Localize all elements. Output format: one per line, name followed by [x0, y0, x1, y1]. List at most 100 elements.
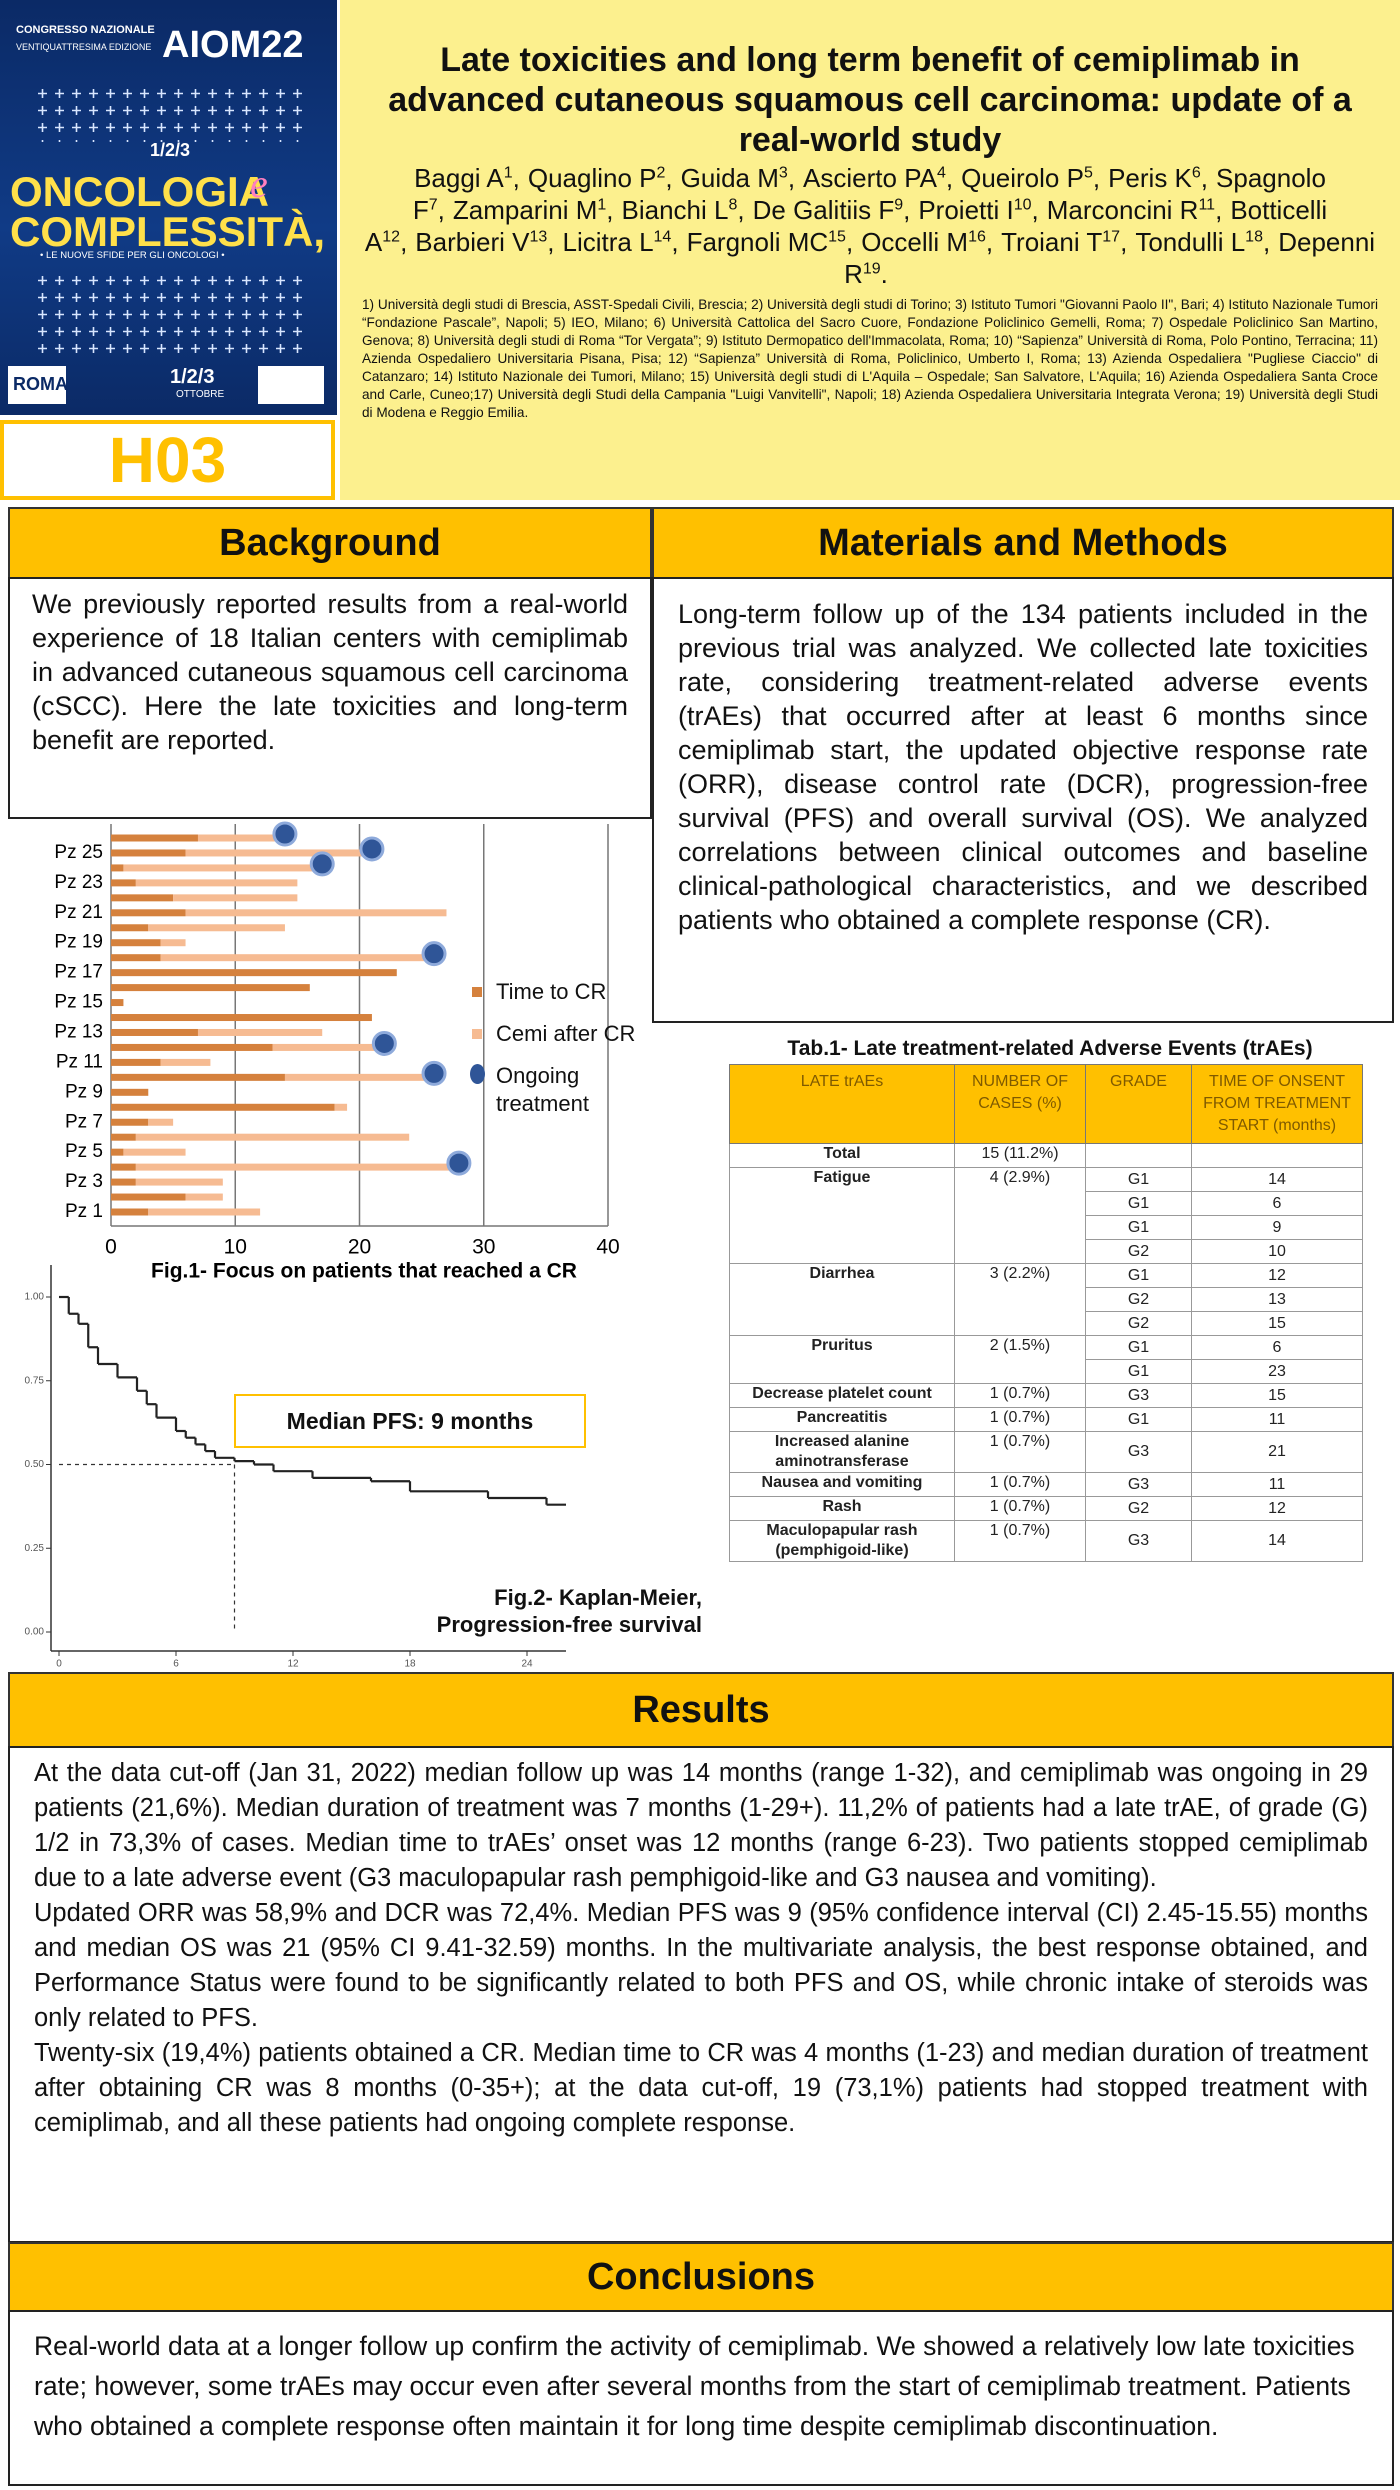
- author-name: Barbieri V: [415, 227, 530, 257]
- bar-segment: [111, 894, 174, 902]
- grade: G3: [1085, 1520, 1192, 1562]
- grade: G1: [1085, 1215, 1192, 1240]
- ongoing-marker: [371, 1030, 397, 1056]
- onset-months: 12: [1191, 1496, 1363, 1521]
- adverse-event: Fatigue: [729, 1167, 955, 1264]
- onset-months: 6: [1191, 1191, 1363, 1216]
- separator: ,: [903, 195, 911, 225]
- author-name: Occelli M: [861, 227, 969, 257]
- onset-months: 15: [1191, 1311, 1363, 1336]
- separator: ,: [1262, 227, 1271, 257]
- column-header: GRADE: [1085, 1064, 1192, 1144]
- y-tick-label: Pz 23: [54, 872, 103, 893]
- cases: 1 (0.7%): [954, 1383, 1086, 1408]
- bar-segment: [111, 1148, 124, 1156]
- ongoing-marker: [272, 821, 298, 847]
- grade: G1: [1085, 1263, 1192, 1288]
- figure-caption: Fig.2- Kaplan-Meier, Progression-free su…: [436, 1585, 702, 1637]
- bar-segment: [111, 1163, 136, 1171]
- ongoing-marker: [446, 1150, 472, 1176]
- author-affiliation: 10: [1013, 196, 1032, 214]
- cases: 15 (11.2%): [954, 1143, 1086, 1168]
- dates-top: 1/2/3: [150, 140, 191, 160]
- y-tick-label: Pz 17: [54, 962, 103, 983]
- ongoing-marker: [421, 1060, 447, 1086]
- author-name: Peris K: [1108, 163, 1192, 193]
- author-affiliation: 18: [1245, 228, 1263, 246]
- onset-months: 11: [1191, 1472, 1363, 1497]
- table-row: Diarrhea 3 (2.2%) G1 12: [729, 1263, 1363, 1336]
- bar-segment: [111, 1043, 273, 1051]
- grade: G1: [1085, 1407, 1192, 1432]
- y-tick-label: Pz 11: [56, 1051, 103, 1072]
- bar-segment: [197, 834, 285, 842]
- column-header: NUMBER OF CASES (%): [954, 1064, 1086, 1144]
- bar-segment: [185, 1193, 223, 1201]
- bar-segment: [111, 849, 186, 857]
- adverse-event: Pruritus: [729, 1335, 955, 1384]
- section-heading: Conclusions: [8, 2242, 1394, 2312]
- bar-segment: [160, 954, 435, 962]
- table-row: Increased alanine aminotransferase 1 (0.7…: [729, 1431, 1363, 1473]
- figure-caption: Fig.1- Focus on patients that reached a …: [151, 1260, 577, 1283]
- table-row: Pancreatitis 1 (0.7%) G1 11: [729, 1407, 1363, 1432]
- table-row: Maculopapular rash (pemphigoid-like) 1 (0…: [729, 1520, 1363, 1562]
- x-tick-label: 12: [287, 1659, 299, 1670]
- tagline: • LE NUOVE SFIDE PER GLI ONCOLOGI •: [40, 250, 225, 261]
- logo-pattern: [8, 84, 324, 404]
- y-tick-label: Pz 9: [65, 1081, 103, 1102]
- bar-segment: [197, 1028, 323, 1036]
- separator: ,: [985, 227, 994, 257]
- author-affiliation: 17: [1102, 228, 1121, 246]
- separator: ,: [1120, 227, 1128, 257]
- bar-segment: [111, 879, 136, 887]
- bar-segment: [111, 909, 186, 917]
- grade: [1085, 1143, 1192, 1168]
- table-row: Rash 1 (0.7%) G2 12: [729, 1496, 1363, 1521]
- logo-word: COMPLESSITÀ,: [10, 208, 326, 255]
- author-affiliation: 1: [597, 196, 607, 214]
- section-heading: Materials and Methods: [652, 507, 1394, 579]
- author-affiliation: 19: [862, 260, 881, 278]
- grade: G3: [1085, 1431, 1192, 1473]
- author-name: Bianchi L: [621, 195, 729, 225]
- bar-segment: [111, 864, 124, 872]
- congress: CONGRESSO NAZIONALE: [16, 24, 155, 36]
- author-name: Spagnolo F: [412, 163, 1326, 225]
- onset-months: 6: [1191, 1335, 1363, 1360]
- cases: 1 (0.7%): [954, 1472, 1086, 1497]
- adverse-event: Nausea and vomiting: [729, 1472, 955, 1497]
- bar-segment: [111, 1178, 136, 1186]
- author-affiliation: 12: [382, 228, 401, 246]
- table-title: Tab.1- Late treatment-related Adverse Ev…: [787, 1037, 1313, 1060]
- author-name: Marconcini R: [1046, 195, 1199, 225]
- x-tick-label: 18: [404, 1659, 416, 1670]
- background-text: We previously reported results from a re…: [8, 577, 652, 819]
- author-affiliation: 8: [728, 196, 738, 214]
- table-row: Pruritus 2 (1.5%) G1 6: [729, 1335, 1363, 1384]
- bar-segment: [111, 1193, 186, 1201]
- onset-months: 14: [1191, 1520, 1363, 1562]
- table-row: Total 15 (11.2%): [729, 1143, 1363, 1168]
- bar-segment: [160, 1058, 211, 1066]
- cases: 1 (0.7%): [954, 1431, 1086, 1473]
- y-tick-label: 0.50: [25, 1459, 45, 1470]
- edition: VENTIQUATTRESIMA EDIZIONE: [16, 42, 152, 52]
- author-name: Depenni R: [844, 227, 1376, 289]
- separator: .: [880, 259, 888, 289]
- y-tick-label: Pz 3: [65, 1171, 103, 1192]
- author-affiliation: 3: [778, 164, 788, 182]
- adverse-event: Rash: [729, 1496, 955, 1521]
- y-tick-label: Pz 7: [65, 1111, 103, 1132]
- author-name: Botticelli A: [364, 195, 1328, 257]
- legend-swatch: [472, 987, 482, 997]
- bar-segment: [111, 954, 161, 962]
- bar-segment: [111, 1133, 136, 1141]
- author-name: Guida M: [680, 163, 779, 193]
- author-name: Quaglino P: [527, 163, 657, 193]
- author-affiliation: 1: [503, 164, 513, 182]
- onset-months: 9: [1191, 1215, 1363, 1240]
- conclusions-text: Real-world data at a longer follow up co…: [8, 2310, 1394, 2486]
- onset-months: 10: [1191, 1239, 1363, 1264]
- bar-segment: [148, 1118, 174, 1126]
